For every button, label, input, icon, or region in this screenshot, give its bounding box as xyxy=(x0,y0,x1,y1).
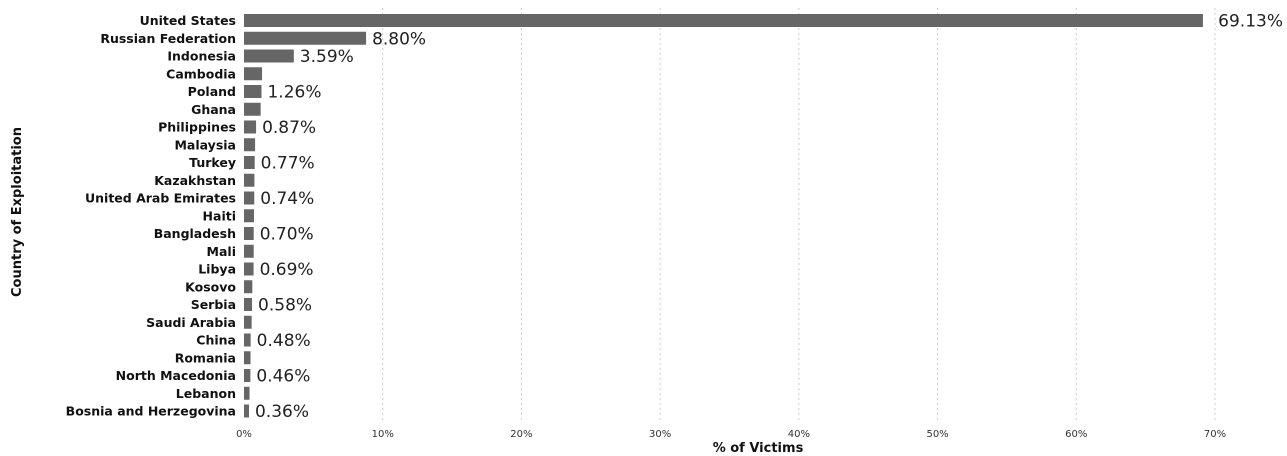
data-label: 0.46% xyxy=(256,367,310,387)
category-label: Bangladesh xyxy=(154,226,236,241)
category-labels: United States Russian Federation Indonesia… xyxy=(66,13,237,419)
x-tick-label: 70% xyxy=(1204,429,1226,440)
category-label: Russian Federation xyxy=(100,31,236,46)
bar xyxy=(244,191,255,205)
bar xyxy=(244,14,1203,27)
data-label: 0.74% xyxy=(260,189,314,209)
category-label: Mali xyxy=(207,244,236,259)
category-label: Cambodia xyxy=(166,66,236,81)
bar xyxy=(244,49,294,63)
category-label: Kosovo xyxy=(185,279,236,294)
category-label: Ghana xyxy=(191,102,236,117)
category-label: United Arab Emirates xyxy=(85,191,236,206)
bar xyxy=(244,173,255,187)
data-label: 0.58% xyxy=(258,296,312,316)
x-tick-label: 50% xyxy=(926,429,948,440)
bars xyxy=(244,14,1203,418)
bar xyxy=(244,333,251,347)
category-label: Indonesia xyxy=(167,49,236,64)
bar xyxy=(244,102,261,116)
category-label: Kazakhstan xyxy=(154,173,236,188)
bar xyxy=(244,156,255,169)
category-label: Haiti xyxy=(203,208,236,223)
data-label: 0.36% xyxy=(255,402,309,422)
bar xyxy=(244,244,254,258)
y-axis-title: Country of Exploitation xyxy=(10,127,25,297)
bar xyxy=(244,120,257,134)
x-tick-label: 60% xyxy=(1065,429,1087,440)
bar xyxy=(244,138,256,152)
data-label: 3.59% xyxy=(300,47,354,67)
bar xyxy=(244,85,262,98)
category-label: Romania xyxy=(175,350,236,365)
data-label: 0.87% xyxy=(262,118,316,138)
category-label: Serbia xyxy=(191,297,236,312)
data-label: 69.13% xyxy=(1218,12,1283,32)
category-label: North Macedonia xyxy=(116,368,236,383)
category-label: Lebanon xyxy=(176,386,236,401)
category-label: United States xyxy=(140,13,236,28)
x-axis-title: % of Victims xyxy=(713,441,804,456)
x-tick-label: 10% xyxy=(372,429,394,440)
bar xyxy=(244,404,249,418)
bar xyxy=(244,67,263,81)
bar xyxy=(244,351,251,365)
data-label: 0.70% xyxy=(260,225,314,245)
category-label: Libya xyxy=(198,262,236,277)
gridlines xyxy=(382,8,1216,420)
x-tick-label: 20% xyxy=(510,429,532,440)
data-label: 0.77% xyxy=(261,154,315,174)
category-label: Malaysia xyxy=(174,137,236,152)
x-tick-labels: 0% 10% 20% 30% 40% 50% 60% 70% xyxy=(236,429,1226,440)
data-label: 0.48% xyxy=(257,331,311,351)
bar xyxy=(244,209,254,223)
data-label: 8.80% xyxy=(372,29,426,49)
category-label: Saudi Arabia xyxy=(146,315,236,330)
category-label: Poland xyxy=(188,84,236,99)
data-labels: 69.13% 8.80% 3.59% 1.26% 0.87% 0.77% 0.74% 0.70… xyxy=(255,12,1283,423)
bar xyxy=(244,31,367,45)
x-tick-label: 40% xyxy=(788,429,810,440)
bar xyxy=(244,280,253,294)
bar xyxy=(244,369,251,382)
bar xyxy=(244,262,254,276)
x-tick-label: 0% xyxy=(236,429,252,440)
category-label: Bosnia and Herzegovina xyxy=(66,404,236,419)
category-label: China xyxy=(196,333,236,348)
data-label: 0.69% xyxy=(260,260,314,280)
bar xyxy=(244,315,252,329)
category-label: Turkey xyxy=(189,155,236,170)
bar xyxy=(244,386,250,400)
x-tick-label: 30% xyxy=(649,429,671,440)
category-label: Philippines xyxy=(158,120,236,135)
bar xyxy=(244,227,254,240)
bar xyxy=(244,298,253,311)
data-label: 1.26% xyxy=(267,83,321,103)
